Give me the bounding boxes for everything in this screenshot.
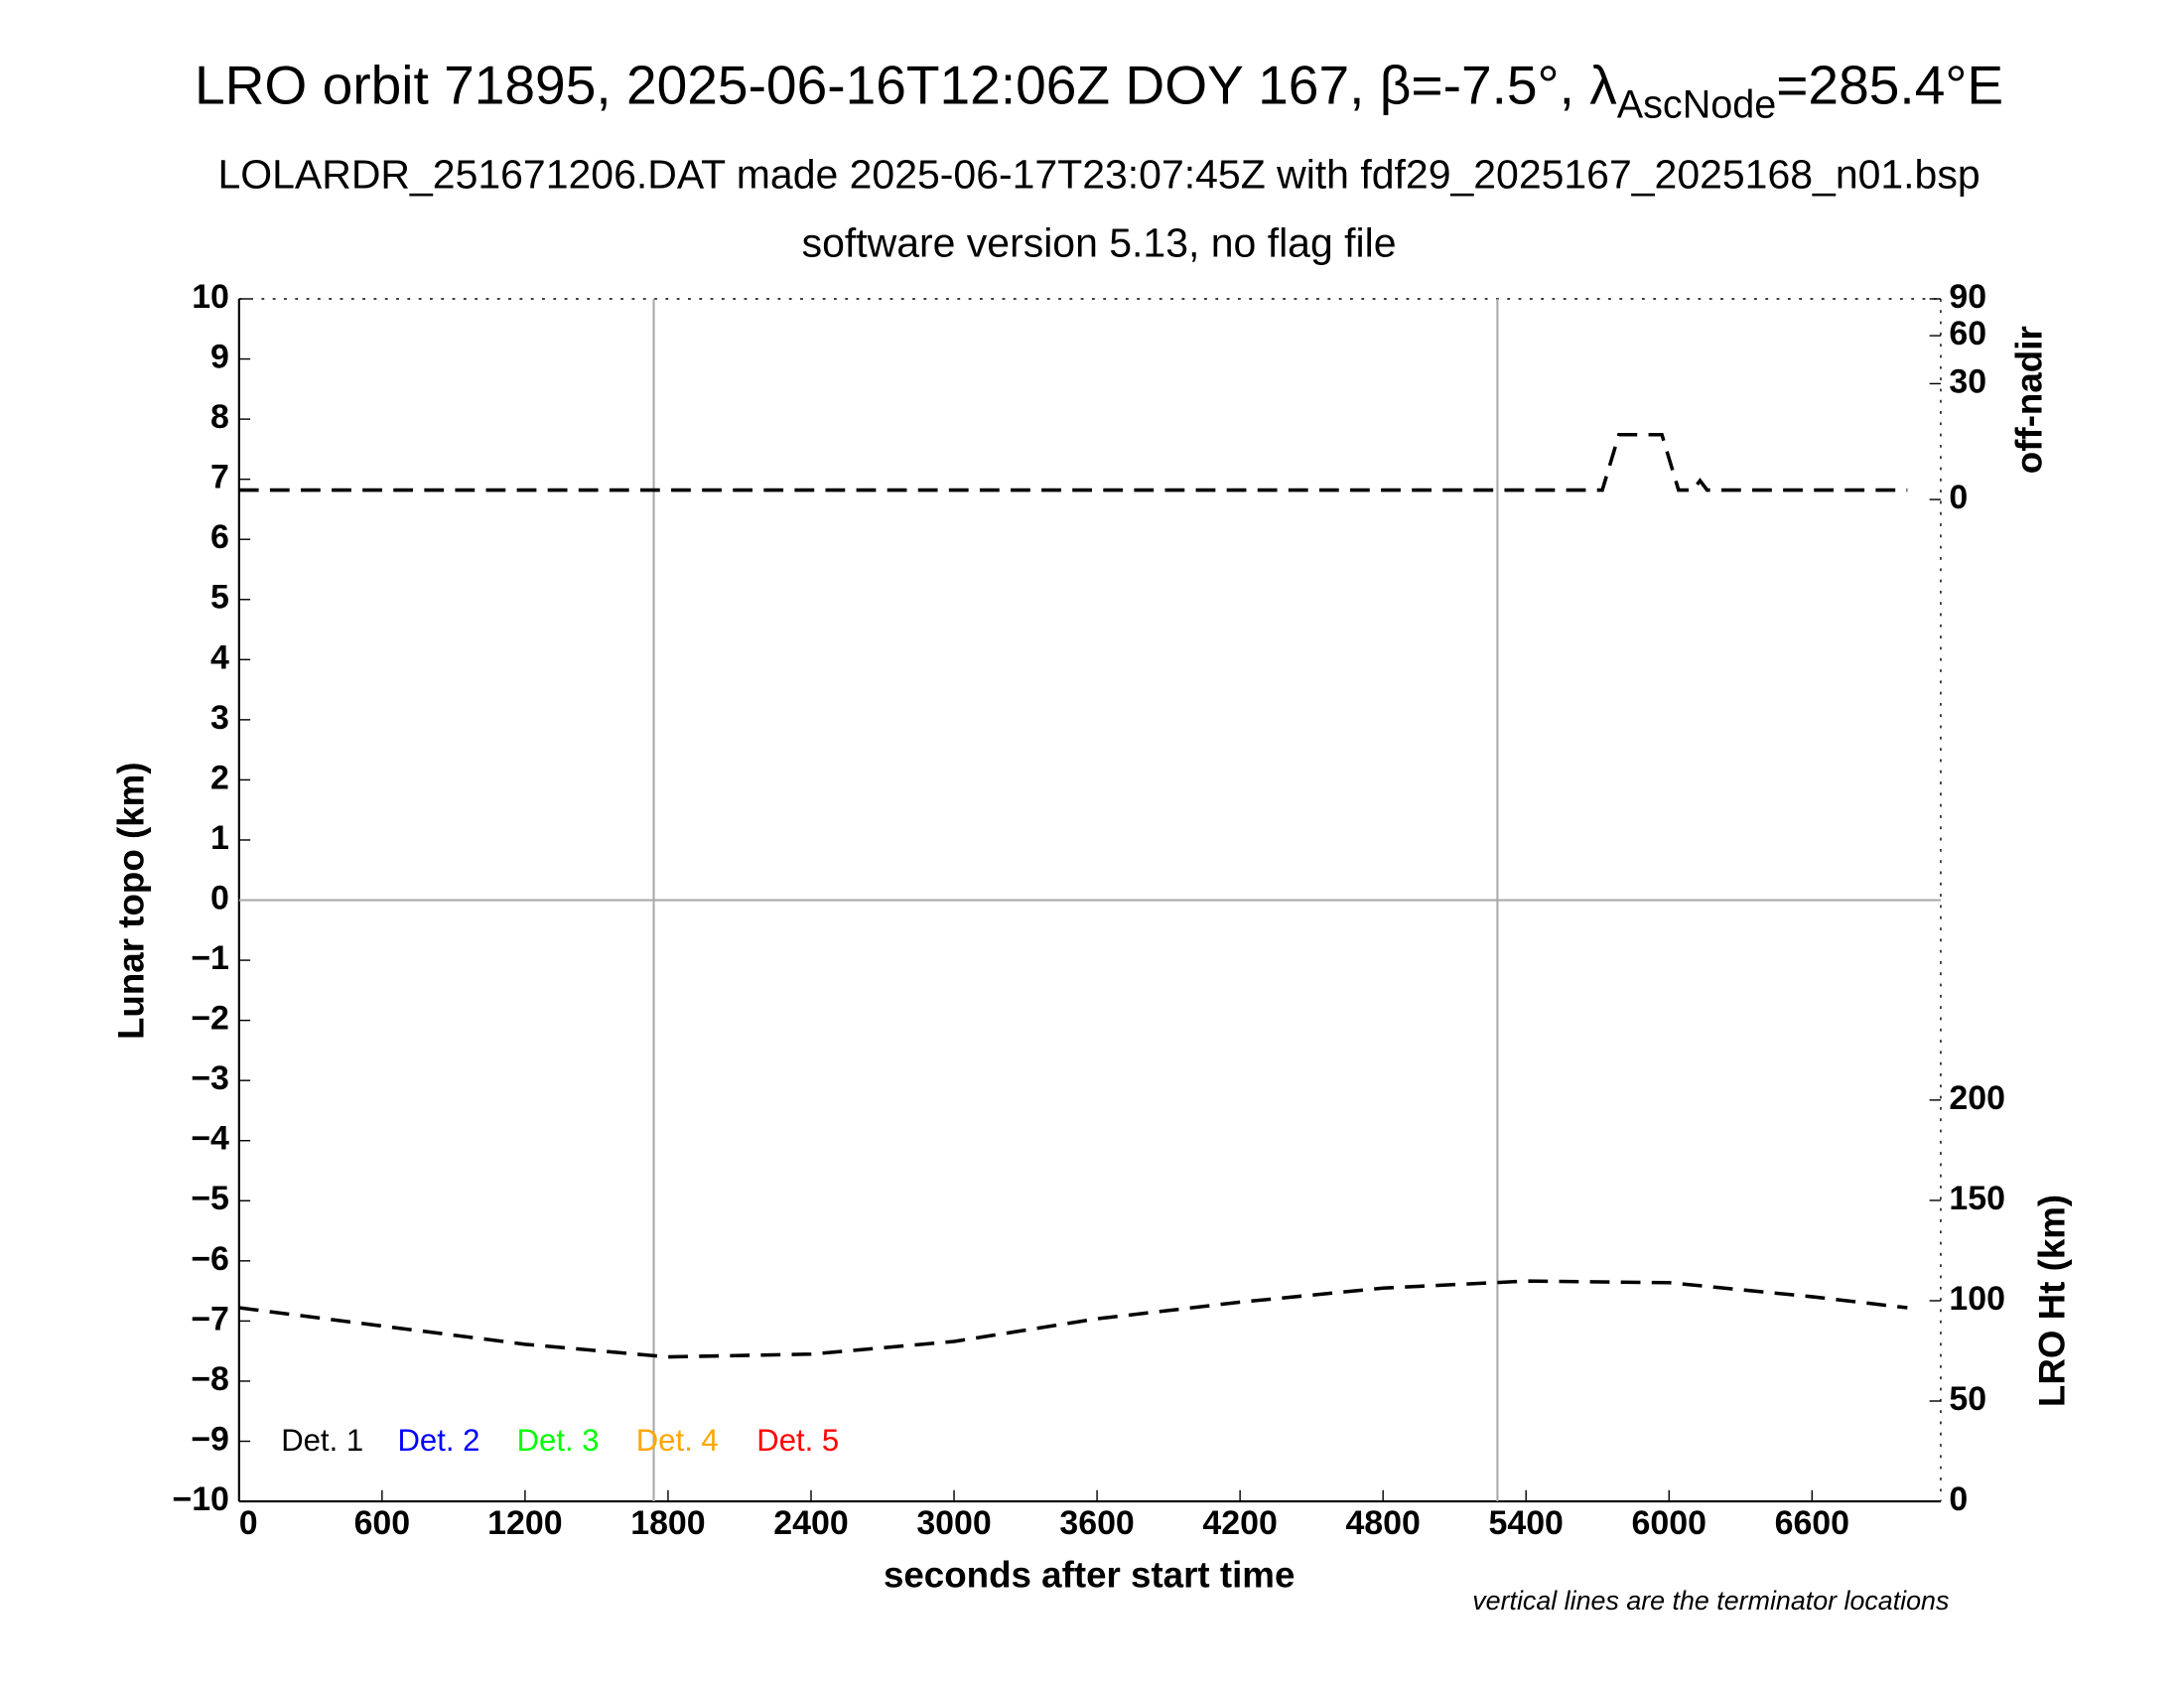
y-tick-label: 10 <box>192 278 229 316</box>
legend-entry: Det. 5 <box>756 1423 839 1458</box>
y-tick-label: 6 <box>210 518 229 556</box>
data-line <box>238 1279 1908 1359</box>
y-tick-label: 5 <box>210 579 229 617</box>
x-tick-label: 1800 <box>630 1504 705 1542</box>
x-axis-label: seconds after start time <box>884 1554 1295 1595</box>
y-tick-label: −2 <box>191 1000 229 1038</box>
x-tick-label: 4200 <box>1202 1504 1277 1542</box>
y-axis-label: Lunar topo (km) <box>111 762 152 1040</box>
title-subscript: AscNode <box>1617 83 1776 127</box>
x-tick-label: 2400 <box>773 1504 848 1542</box>
title-suffix: =285.4°E <box>1776 55 2003 116</box>
y2-tick-label: 60 <box>1949 315 1986 352</box>
chart-title: LRO orbit 71895, 2025-06-16T12:06Z DOY 1… <box>195 55 2003 127</box>
y-tick-label: −9 <box>191 1420 229 1458</box>
y-tick-label: 9 <box>210 339 229 376</box>
y-tick-label: −4 <box>191 1120 229 1158</box>
x-tick-label: 4800 <box>1345 1504 1420 1542</box>
note: vertical lines are the terminator locati… <box>1472 1586 1949 1616</box>
y2-tick-label: 0 <box>1949 479 1968 516</box>
y-tick-label: 3 <box>210 699 229 737</box>
subtitle: software version 5.13, no flag file <box>802 220 1397 266</box>
y-tick-label: −3 <box>191 1059 229 1097</box>
y-tick-label: −8 <box>191 1360 229 1398</box>
x-tick-label: 1200 <box>487 1504 562 1542</box>
legend-entry: Det. 1 <box>281 1423 363 1458</box>
legend-entry: Det. 4 <box>636 1423 719 1458</box>
y-tick-label: −5 <box>191 1180 229 1217</box>
y-tick-label: 1 <box>210 819 229 857</box>
y3-tick-label: 50 <box>1949 1380 1986 1418</box>
y-tick-label: 2 <box>210 759 229 796</box>
y-tick-label: 7 <box>210 459 229 496</box>
title-main: LRO orbit 71895, 2025-06-16T12:06Z DOY 1… <box>195 55 1617 116</box>
x-tick-label: 6000 <box>1632 1504 1706 1542</box>
y-tick-label: −10 <box>172 1480 229 1518</box>
legend-entry: Det. 2 <box>397 1423 479 1458</box>
y3-axis-label: LRO Ht (km) <box>2031 1195 2072 1407</box>
y-tick-label: 4 <box>210 638 229 676</box>
y2-tick-label: 30 <box>1949 362 1986 400</box>
x-tick-label: 6600 <box>1775 1504 1849 1542</box>
y2-axis-label: off-nadir <box>2009 326 2050 474</box>
legend-entry: Det. 3 <box>517 1423 600 1458</box>
y-tick-label: −6 <box>191 1240 229 1278</box>
y-tick-label: −7 <box>191 1300 229 1337</box>
x-tick-label: 3600 <box>1059 1504 1134 1542</box>
y3-tick-label: 200 <box>1949 1079 2005 1117</box>
y-tick-label: 0 <box>210 879 229 916</box>
y3-tick-label: 0 <box>1949 1480 1968 1518</box>
y3-tick-label: 150 <box>1949 1180 2005 1217</box>
y-tick-label: 8 <box>210 398 229 436</box>
subtitle: LOLARDR_251671206.DAT made 2025-06-17T23… <box>218 151 1980 197</box>
y3-tick-label: 100 <box>1949 1280 2005 1318</box>
data-line <box>238 433 1908 492</box>
x-tick-label: 600 <box>354 1504 411 1542</box>
x-tick-label: 5400 <box>1488 1504 1563 1542</box>
y-tick-label: −1 <box>191 939 229 977</box>
x-tick-label: 0 <box>239 1504 258 1542</box>
x-tick-label: 3000 <box>916 1504 991 1542</box>
y2-tick-label: 90 <box>1949 278 1986 316</box>
